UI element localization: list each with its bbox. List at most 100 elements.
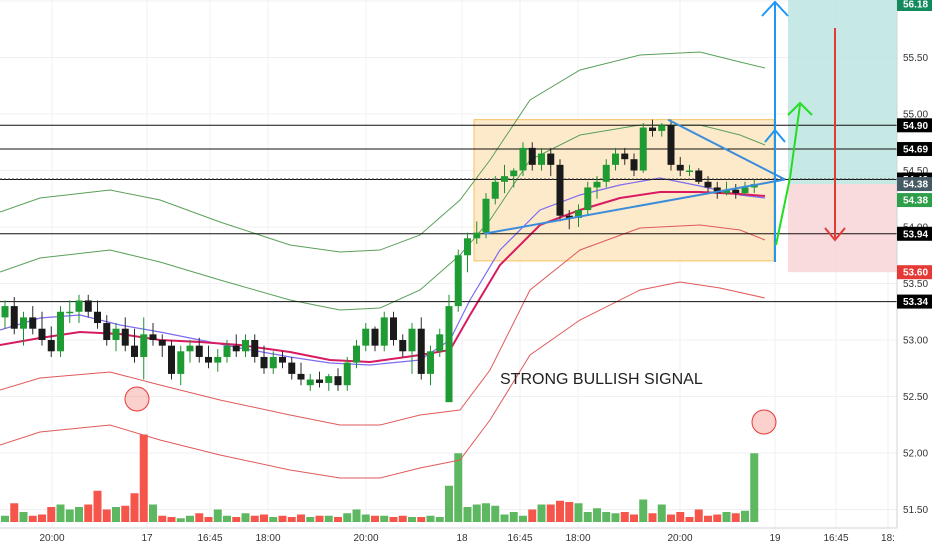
time-axis[interactable]: 20:00 17 16:45 18:00 20:00 18 16:45 18:00 20:00 1…	[0, 527, 897, 544]
candle-body	[538, 153, 545, 165]
price-tag-label: 53.34	[903, 297, 928, 308]
volume-bar	[297, 514, 305, 522]
stop-zone	[788, 184, 897, 273]
candle-body	[140, 334, 148, 357]
candle-body	[427, 351, 434, 374]
candle-body	[399, 340, 407, 352]
candle-body	[1, 306, 9, 318]
volume-bar	[667, 514, 675, 522]
volume-bar	[630, 514, 638, 522]
price-tag	[897, 193, 932, 208]
candle-body	[528, 147, 536, 165]
volume-bar	[528, 509, 537, 522]
candle-body	[260, 356, 268, 369]
price-tag	[897, 294, 932, 309]
volume-bar	[537, 504, 546, 522]
price-tick-label: 55.00	[903, 110, 928, 121]
volume-bar	[731, 513, 740, 522]
price-tag-label: 54.38	[903, 196, 928, 207]
candle-body	[445, 306, 453, 403]
volume-bar	[676, 512, 685, 522]
candle-body	[20, 317, 27, 329]
green-arrowhead	[787, 101, 813, 116]
price-tag	[897, 265, 932, 280]
highlight-markers	[124, 386, 777, 435]
price-tag-label: 53.94	[903, 229, 928, 240]
candle-body	[408, 328, 416, 352]
volume-bar	[334, 517, 342, 522]
time-tick-label: 20:00	[353, 533, 378, 544]
candle-body	[112, 328, 120, 340]
candle-body	[288, 362, 296, 374]
price-tick-label: 55.50	[903, 53, 928, 64]
volume-bar	[28, 515, 37, 522]
candle-body	[732, 189, 740, 194]
volume-bar	[102, 509, 111, 522]
volume-bar	[611, 513, 620, 522]
trend-drawings	[483, 0, 846, 262]
candle-body	[621, 153, 629, 160]
price-tags: 56.1854.9054.6954.4254.3854.3853.9453.60…	[897, 0, 932, 309]
volume-bar	[398, 515, 407, 522]
candle-body	[343, 362, 351, 386]
volume-bar	[315, 515, 324, 522]
volume-bar	[380, 515, 389, 522]
blue-arrowhead-mid	[764, 128, 786, 143]
volume-bar	[38, 514, 46, 522]
candle-body	[279, 356, 286, 363]
candle-body	[630, 159, 638, 171]
candle-body	[649, 127, 656, 131]
candle-body	[704, 181, 712, 188]
candle-body	[602, 164, 610, 182]
volume-bar	[361, 514, 370, 522]
annotation-strong-bullish-signal: STRONG BULLISH SIGNAL	[500, 371, 703, 388]
volume-bar	[574, 503, 583, 522]
candle-body	[149, 334, 157, 340]
triangle-upper-trendline	[667, 118, 786, 181]
price-tag-label: 54.69	[903, 145, 928, 156]
volume-bar	[556, 500, 564, 522]
candle-body	[158, 340, 166, 346]
price-tag-label: 54.90	[903, 121, 928, 132]
price-tick-label: 53.00	[903, 336, 928, 347]
volume-bar	[639, 499, 648, 522]
volume-bar	[112, 507, 120, 522]
candle-body	[417, 328, 425, 374]
volume-bars	[1, 434, 759, 522]
price-tag-label: 56.18	[903, 0, 928, 11]
volume-bar	[500, 514, 509, 522]
candle-body	[547, 153, 555, 165]
candle-body	[47, 340, 55, 352]
band-lower-inner	[0, 224, 766, 426]
candle-body	[195, 345, 203, 357]
time-tick-label: 16:45	[197, 533, 222, 544]
time-tick-label: 18	[456, 533, 468, 544]
candle-body	[251, 340, 259, 357]
volume-bar	[84, 504, 93, 522]
volume-bar	[519, 515, 527, 522]
candle-body	[390, 317, 397, 340]
volume-bar	[648, 513, 657, 522]
candle-body	[695, 170, 703, 182]
volume-bar	[47, 507, 56, 522]
volume-bar	[546, 504, 555, 522]
candle-body	[94, 311, 101, 324]
band-lower-outer	[0, 281, 766, 479]
time-tick-label: 19	[769, 533, 781, 544]
blue-arrowhead-top	[761, 0, 789, 17]
volume-bar	[149, 504, 157, 522]
candle-body	[454, 255, 462, 307]
candle-body	[501, 176, 508, 182]
candle-body	[473, 232, 481, 239]
volume-bar	[324, 515, 333, 522]
candle-body	[353, 345, 360, 363]
volume-bar	[176, 518, 185, 522]
volume-bar	[223, 515, 231, 522]
volume-bar	[65, 509, 74, 522]
volume-bar	[343, 513, 352, 522]
volume-bar	[167, 517, 176, 522]
volume-bar	[232, 517, 241, 522]
time-tick-label: 18:00	[255, 533, 280, 544]
volume-bar	[121, 505, 130, 522]
